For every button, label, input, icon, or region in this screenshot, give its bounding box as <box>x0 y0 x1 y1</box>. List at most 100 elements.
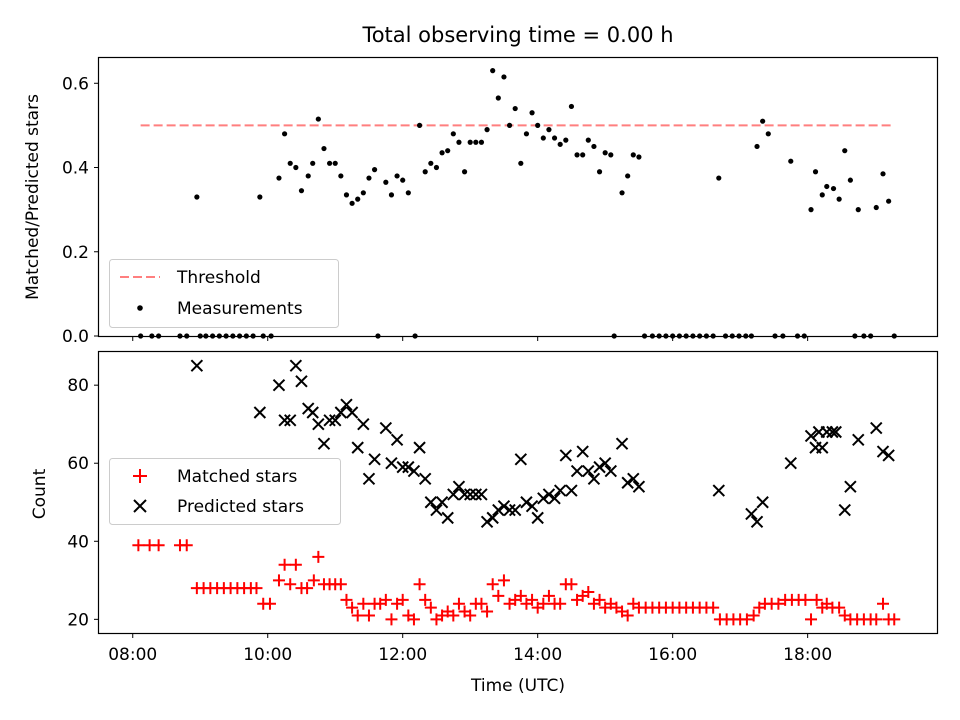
measurement-point <box>788 158 794 164</box>
x-tick-label: 16:00 <box>648 645 697 665</box>
measurement-point <box>257 194 263 200</box>
predicted-star-marker <box>430 503 443 517</box>
predicted-star-marker <box>750 515 764 528</box>
predicted-star-marker <box>804 429 818 443</box>
predicted-star-marker <box>351 441 364 454</box>
predicted-star-marker <box>565 484 578 497</box>
matched-star-marker <box>357 597 370 610</box>
matched-star-marker <box>747 609 760 622</box>
predicted-star-marker <box>435 496 449 509</box>
matched-star-marker <box>307 574 320 587</box>
matched-star-marker <box>396 593 409 606</box>
predicted-star-marker <box>820 425 833 439</box>
matched-star-marker <box>362 609 375 622</box>
matched-star-marker <box>582 586 595 599</box>
predicted-star-marker <box>272 378 286 392</box>
measurement-point <box>842 148 848 154</box>
predicted-star-marker <box>756 496 769 509</box>
predicted-star-marker <box>402 460 415 474</box>
matched-star-marker <box>447 609 460 622</box>
top-x-ticks <box>132 336 809 341</box>
predicted-star-marker <box>816 441 829 454</box>
predicted-star-marker <box>632 480 646 493</box>
predicted-star-marker <box>379 421 393 435</box>
measurement-point <box>428 160 434 166</box>
measurement-point <box>405 190 411 196</box>
predicted-star-marker <box>334 406 348 419</box>
x-tick-label: 14:00 <box>513 645 562 665</box>
predicted-star-marker <box>323 414 336 427</box>
measurement-point <box>551 135 558 141</box>
measurement-point <box>338 173 344 179</box>
x-tick-label: 18:00 <box>783 645 832 665</box>
measurement-point <box>450 131 456 137</box>
predicted-star-marker <box>838 503 851 517</box>
predicted-star-marker <box>712 484 725 497</box>
predicted-stars-legend-label: Predicted stars <box>177 497 304 517</box>
predicted-star-marker <box>587 472 601 486</box>
matched-star-marker <box>464 609 477 622</box>
measurement-point <box>287 160 293 166</box>
measurement-point <box>281 131 288 137</box>
measurement-point <box>478 139 485 145</box>
measurement-point <box>467 139 473 145</box>
measurement-point <box>540 135 546 141</box>
measurement-point <box>873 204 879 211</box>
measurement-point <box>591 143 597 150</box>
matched-star-marker <box>351 609 364 622</box>
predicted-star-marker <box>520 496 533 509</box>
predicted-star-marker <box>627 472 640 486</box>
predicted-star-marker <box>278 414 291 427</box>
predicted-star-marker <box>385 457 398 470</box>
y-tick-label: 0.2 <box>62 243 89 263</box>
measurement-point <box>535 122 541 128</box>
measurement-point <box>754 143 760 150</box>
predicted-star-marker <box>295 375 308 388</box>
matched-star-marker <box>250 582 263 595</box>
matched-star-marker <box>289 558 302 571</box>
measurement-point <box>305 173 311 179</box>
measurement-point <box>495 95 501 101</box>
measurement-point <box>602 150 608 156</box>
predicted-star-marker <box>531 511 544 525</box>
predicted-star-marker <box>469 488 483 501</box>
measurement-point <box>394 173 400 179</box>
measurement-point <box>400 177 406 183</box>
matched-star-marker <box>799 593 812 606</box>
matched-star-marker <box>514 589 527 602</box>
predicted-star-marker <box>407 464 421 478</box>
predicted-star-marker <box>621 476 634 489</box>
matched-star-marker <box>805 613 818 626</box>
measurement-point <box>619 190 625 196</box>
measurement-point <box>321 145 327 152</box>
predicted-star-marker <box>514 453 528 466</box>
predicted-star-marker <box>312 417 325 431</box>
bottom-y-axis-label: Count <box>30 468 50 519</box>
measurement-point <box>456 139 462 145</box>
measurement-point <box>293 164 299 171</box>
measurement-point <box>439 150 445 156</box>
predicted-star-marker <box>576 445 589 458</box>
predicted-star-marker <box>390 433 404 447</box>
top-axes-frame <box>97 56 939 338</box>
bottom-axes-frame <box>97 350 939 635</box>
predicted-star-marker <box>452 480 466 493</box>
predicted-star-marker <box>784 457 797 470</box>
measurements-legend-label: Measurements <box>177 299 303 319</box>
predicted-star-marker <box>492 503 505 517</box>
measurement-point <box>819 192 825 198</box>
matched-star-marker <box>379 593 392 606</box>
threshold-legend-label: Threshold <box>176 268 261 288</box>
predicted-star-marker <box>447 488 460 501</box>
matched-star-marker <box>486 578 499 591</box>
matched-star-marker <box>385 613 398 626</box>
measurement-point <box>585 137 591 143</box>
measurement-point <box>310 160 316 166</box>
matched-star-marker <box>877 597 890 610</box>
matched-star-marker <box>346 601 359 614</box>
matched-star-marker <box>870 613 883 626</box>
matched-star-marker <box>707 601 720 614</box>
measurement-point <box>830 185 837 192</box>
